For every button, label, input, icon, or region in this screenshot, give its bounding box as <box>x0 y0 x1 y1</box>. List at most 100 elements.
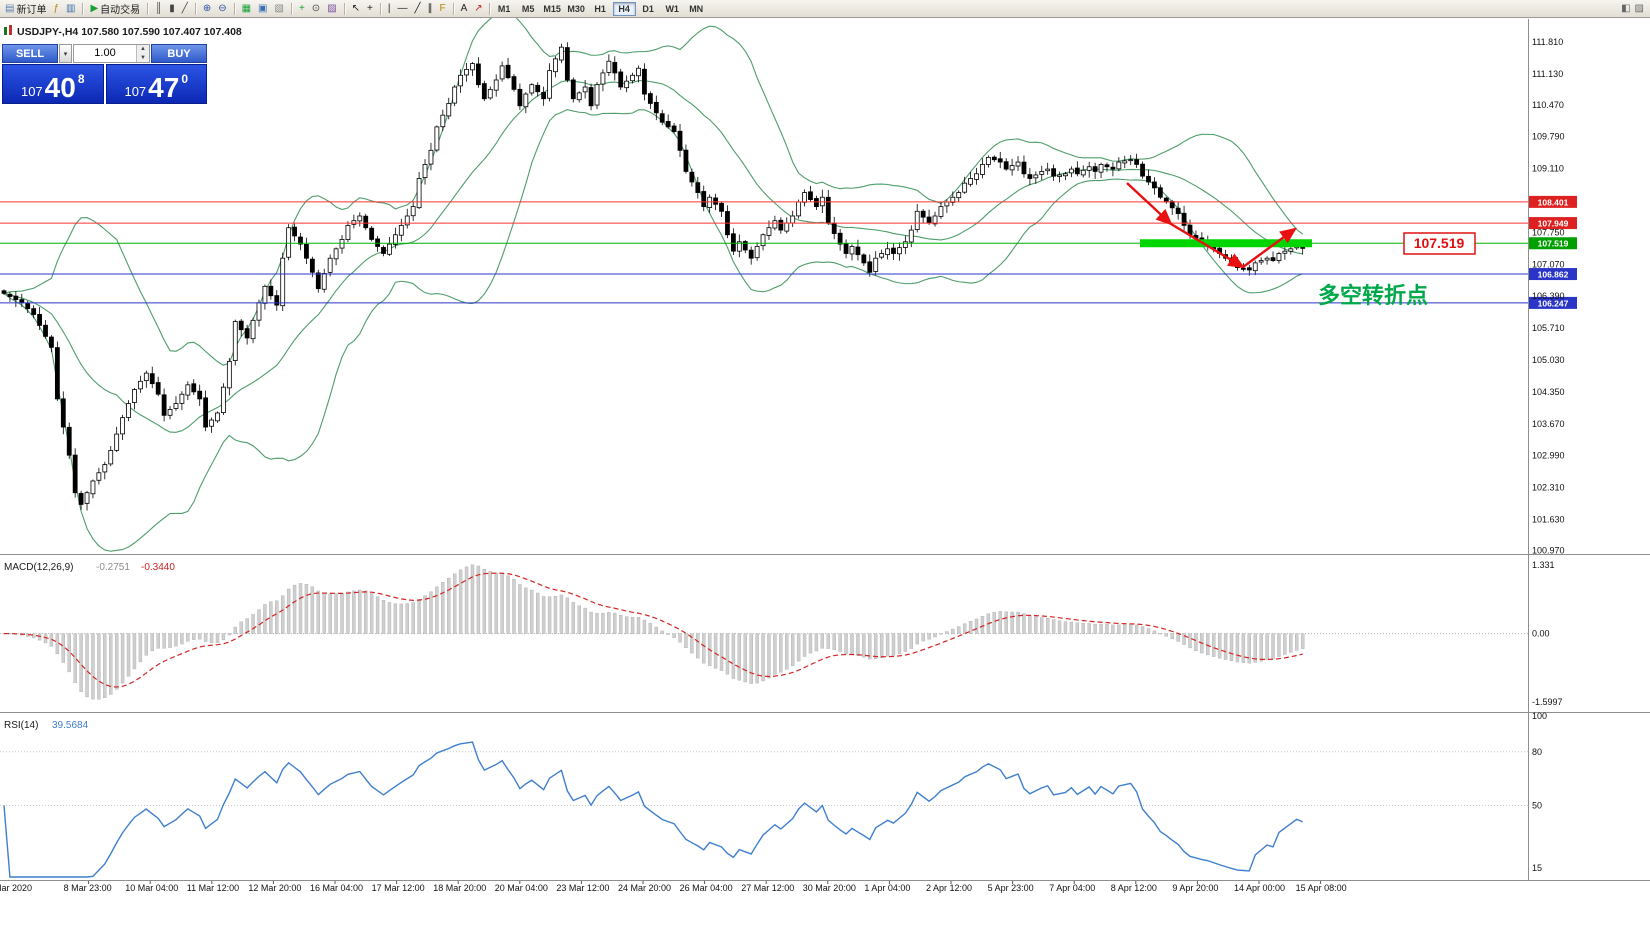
new-indicator-button[interactable]: + <box>296 1 308 16</box>
candle-body <box>286 227 292 258</box>
macd-bar <box>215 633 220 643</box>
candle-body <box>618 71 624 88</box>
buy-price[interactable]: 107 47 0 <box>105 64 207 104</box>
candle-body <box>914 210 920 230</box>
candle-body <box>274 295 280 306</box>
fibonacci-button[interactable]: F <box>437 1 449 16</box>
tile-windows-button[interactable]: ▦ <box>239 1 254 16</box>
arrows-tool-button[interactable]: ↗ <box>471 1 485 16</box>
candle-body <box>108 450 114 465</box>
candle-body <box>464 69 469 76</box>
tf-h1-button[interactable]: H1 <box>589 2 612 16</box>
templates-button[interactable]: ▨ <box>324 1 339 16</box>
volume-up-button[interactable]: ▲ <box>137 45 149 54</box>
macd-bar <box>1170 633 1174 640</box>
candle-body <box>541 91 547 100</box>
tf-d1-button[interactable]: D1 <box>637 2 660 16</box>
trend-arrow[interactable] <box>1126 182 1173 226</box>
tf-m1-button[interactable]: M1 <box>493 2 516 16</box>
horizontal-levels-layer[interactable] <box>0 201 1528 304</box>
macd-bar <box>719 633 724 671</box>
volume-spinner: ▲ ▼ <box>136 45 149 62</box>
candle-body <box>1282 250 1288 254</box>
candle-body <box>1051 168 1057 177</box>
tf-h4-button[interactable]: H4 <box>612 1 636 16</box>
sell-button[interactable]: SELL <box>2 44 58 63</box>
macd-bar <box>702 633 706 664</box>
volume-dropdown-button[interactable]: ▾ <box>59 44 72 63</box>
auto-arrange-button[interactable]: ▣ <box>255 1 270 16</box>
candle-body <box>1140 163 1145 177</box>
period-selector-button[interactable]: ⊙ <box>309 1 323 16</box>
equidistant-channel-button[interactable]: ∥ <box>425 1 436 16</box>
expert-advisors-button[interactable]: ƒ <box>50 1 62 16</box>
sell-price[interactable]: 107 40 8 <box>2 64 104 104</box>
macd-bar <box>1063 621 1068 634</box>
new-order-button[interactable]: ▤ 新订单 <box>2 1 49 16</box>
tf-m30-button[interactable]: M30 <box>565 2 588 16</box>
crosshair-button[interactable]: + <box>364 1 376 16</box>
zoom-in-button[interactable]: ⊕ <box>200 1 214 16</box>
macd-tick: 0.00 <box>1532 629 1550 639</box>
rsi-pane[interactable] <box>0 713 1528 880</box>
turning-point-annotation[interactable]: 多空转折点 <box>1318 283 1428 308</box>
tf-m15-button[interactable]: M15 <box>541 2 564 16</box>
chart-candles-button[interactable]: ▮ <box>166 1 178 16</box>
macd-bar <box>951 628 955 634</box>
trend-arrow[interactable] <box>1242 227 1297 268</box>
macd-bar <box>192 633 196 640</box>
macd-bar <box>251 614 255 634</box>
bollinger-upper <box>3 10 1304 366</box>
macd-bar <box>340 593 344 634</box>
text-label-button[interactable]: A <box>458 1 471 16</box>
highlight-band[interactable] <box>1140 239 1312 248</box>
tf-w1-button[interactable]: W1 <box>661 2 684 16</box>
volume-down-button[interactable]: ▼ <box>137 53 149 62</box>
time-axis-layer[interactable]: Mar 2020 8 Mar 23:00 10 Mar 04:00 11 Mar 12… <box>0 881 1347 893</box>
chart-shift-button[interactable]: ▧ <box>272 1 287 16</box>
new-order-label: 新订单 <box>16 5 47 16</box>
bollinger-lower <box>3 108 1303 552</box>
data-window-icon[interactable]: ◧ <box>1621 3 1631 14</box>
toolbar-separator <box>82 2 84 15</box>
horizontal-line-button[interactable]: — <box>394 1 410 16</box>
horizontal-line-icon: — <box>397 2 408 14</box>
candle-body <box>1063 173 1068 177</box>
candle-body <box>102 464 108 473</box>
chart-line-button[interactable]: ╱ <box>179 1 191 16</box>
volume-field[interactable]: 1.00 ▲ ▼ <box>73 44 150 63</box>
vertical-line-button[interactable]: | <box>385 1 394 16</box>
candle-body <box>309 258 315 273</box>
price-axis-layer[interactable]: 108.401 107.949 107.519 106.862 106.247 111.8… <box>1529 37 1577 873</box>
price-axis[interactable] <box>1528 19 1650 880</box>
autotrading-button[interactable]: ▶ 自动交易 <box>87 1 143 16</box>
open-chart-button[interactable]: ▥ <box>63 1 78 16</box>
price-tag[interactable]: 107.519 <box>1403 232 1476 255</box>
trendline-button[interactable]: ╱ <box>411 1 423 16</box>
candle-body <box>1009 165 1015 171</box>
candle-body <box>802 192 807 203</box>
candle-body <box>1122 160 1128 164</box>
main-chart-pane[interactable] <box>0 19 1528 554</box>
candle-body <box>304 244 309 259</box>
macd-bar <box>423 595 427 634</box>
macd-bar <box>97 633 101 700</box>
trend-arrow[interactable] <box>1170 222 1246 269</box>
volume-value: 1.00 <box>94 47 116 59</box>
cursor-button[interactable]: ↖ <box>349 1 363 16</box>
candle-body <box>120 417 125 435</box>
macd-bar <box>536 592 540 634</box>
templates-icon: ▨ <box>327 2 337 14</box>
navigator-panel-icon[interactable]: ▨ <box>1634 3 1644 14</box>
candle-body <box>1015 161 1021 167</box>
tf-mn-button[interactable]: MN <box>685 2 708 16</box>
annotations-layer[interactable] <box>1126 182 1312 269</box>
chart-bars-button[interactable]: ║ <box>152 1 165 16</box>
zoom-out-button[interactable]: ⊖ <box>215 1 229 16</box>
tf-m5-button[interactable]: M5 <box>517 2 540 16</box>
candle-body <box>250 319 256 340</box>
macd-bar <box>933 633 937 638</box>
buy-button[interactable]: BUY <box>151 44 207 63</box>
candle-body <box>1057 174 1062 177</box>
